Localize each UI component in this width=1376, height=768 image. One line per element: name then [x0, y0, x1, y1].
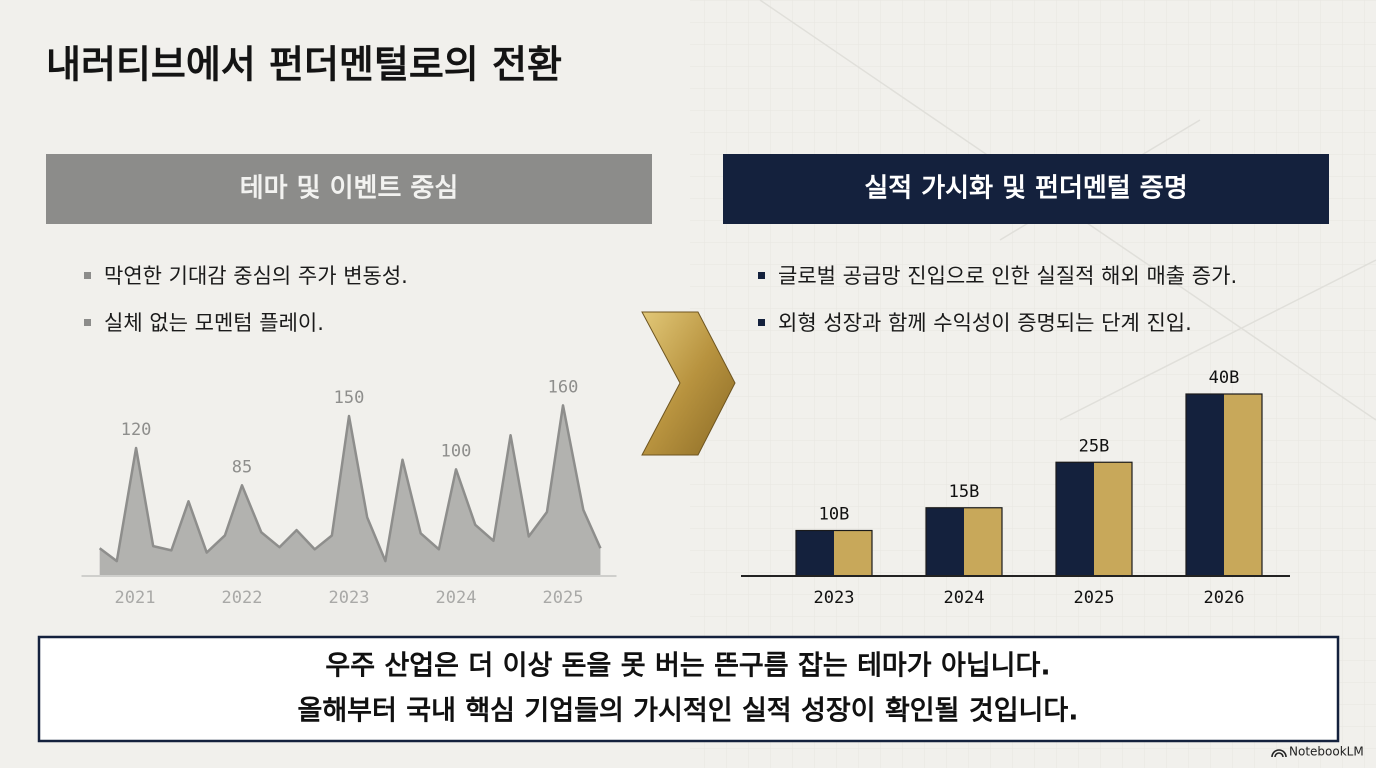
x-tick-label: 2023 — [329, 588, 370, 608]
brand-icon — [1271, 749, 1287, 758]
x-tick-label: 2026 — [1204, 588, 1245, 608]
left-bullet: 막연한 기대감 중심의 주가 변동성. — [104, 264, 408, 288]
bar-highlight — [1094, 462, 1132, 576]
bar-highlight — [964, 507, 1002, 576]
x-tick-label: 2024 — [944, 588, 985, 608]
right-bullet: 외형 성장과 함께 수익성이 증명되는 단계 진입. — [778, 311, 1192, 335]
bar-value-label: 10B — [819, 505, 850, 525]
bar-value-label: 15B — [949, 482, 980, 502]
peak-label: 160 — [548, 377, 579, 397]
conclusion-line: 우주 산업은 더 이상 돈을 못 버는 뜬구름 잡는 테마가 아닙니다. — [325, 651, 1050, 682]
bullet-marker — [84, 272, 91, 279]
slide-title: 내러티브에서 펀더멘털로의 전환 — [46, 43, 562, 87]
bar — [1056, 462, 1094, 576]
bar — [1186, 394, 1224, 576]
x-tick-label: 2021 — [115, 588, 156, 608]
conclusion-box — [37, 635, 1340, 743]
area-fill — [99, 405, 601, 576]
left-header-box — [46, 154, 652, 224]
bar-value-label: 25B — [1079, 436, 1110, 456]
peak-label: 100 — [441, 441, 472, 461]
bullet-marker — [758, 319, 765, 326]
bar-value-label: 40B — [1209, 368, 1240, 388]
bar — [926, 507, 964, 576]
bar-highlight — [834, 530, 872, 576]
right-bullet: 글로벌 공급망 진입으로 인한 실질적 해외 매출 증가. — [778, 264, 1237, 288]
x-tick-label: 2022 — [222, 588, 263, 608]
bullet-marker — [758, 272, 765, 279]
area-line — [98, 404, 602, 563]
bar — [796, 530, 834, 576]
left-bullet: 실체 없는 모멘텀 플레이. — [104, 311, 324, 335]
x-tick-label: 2025 — [1074, 588, 1115, 608]
peak-label: 120 — [121, 420, 152, 440]
x-tick-label: 2023 — [814, 588, 855, 608]
peak-label: 150 — [334, 388, 365, 408]
bullet-marker — [84, 319, 91, 326]
bar-highlight — [1224, 394, 1262, 576]
transition-arrow — [641, 311, 736, 456]
brand: NotebookLM — [1289, 745, 1364, 759]
charts: 2021 2022 2023 2024 2025 120 85 150 100 160 10B 202… — [81, 368, 1290, 608]
x-tick-label: 2025 — [543, 588, 584, 608]
right-header: 실적 가시화 및 펀더멘털 증명 — [864, 174, 1187, 204]
conclusion-line: 올해부터 국내 핵심 기업들의 가시적인 실적 성장이 확인될 것입니다. — [298, 696, 1079, 727]
x-tick-label: 2024 — [436, 588, 477, 608]
right-header-box — [723, 154, 1329, 224]
left-header: 테마 및 이벤트 중심 — [240, 174, 459, 204]
peak-label: 85 — [232, 457, 252, 477]
